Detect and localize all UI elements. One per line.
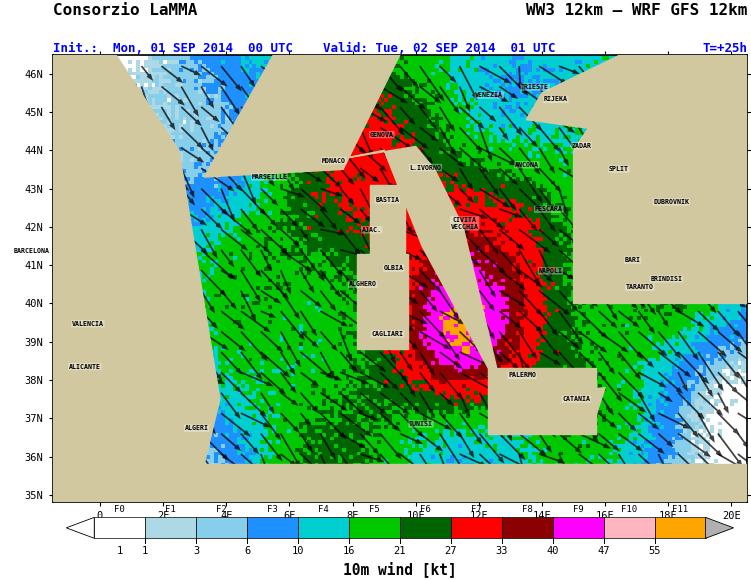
Text: F11: F11 [672,505,688,514]
Text: Consorzio LaMMA: Consorzio LaMMA [53,3,197,18]
Bar [502,517,553,538]
X-axis label: BEAUFORT SCALE: BEAUFORT SCALE [348,524,452,537]
Text: BARCELONA: BARCELONA [14,248,50,253]
Text: 21: 21 [394,546,406,556]
Text: BARI: BARI [625,257,641,263]
Polygon shape [53,55,220,464]
Polygon shape [526,55,747,150]
Text: 55: 55 [648,546,661,556]
Text: WW3 12km – WRF GFS 12km: WW3 12km – WRF GFS 12km [526,3,747,18]
Text: 10: 10 [292,546,304,556]
Text: F0: F0 [114,505,125,514]
Text: VENEZIA: VENEZIA [475,92,503,98]
Text: Init.:  Mon, 01 SEP 2014  00 UTC    Valid: Tue, 02 SEP 2014  01 UTC: Init.: Mon, 01 SEP 2014 00 UTC Valid: Tu… [53,42,555,55]
Text: ZADAR: ZADAR [572,143,591,148]
Text: BRINDISI: BRINDISI [650,276,683,282]
Text: RIJEKA: RIJEKA [544,96,568,102]
Text: TRIESTE: TRIESTE [521,84,549,90]
Polygon shape [488,368,596,433]
Text: TUNISI: TUNISI [409,421,433,427]
Bar [247,517,298,538]
Text: F8: F8 [522,505,532,514]
Text: F4: F4 [318,505,329,514]
Text: ALGERI: ALGERI [185,425,209,431]
Polygon shape [706,517,734,538]
Text: F6: F6 [420,505,431,514]
Text: 1: 1 [116,546,123,556]
Polygon shape [53,399,116,464]
Text: F2: F2 [216,505,227,514]
Polygon shape [346,146,605,426]
Text: ALGHERO: ALGHERO [348,281,377,287]
Text: F5: F5 [369,505,380,514]
Text: DUBROVNIK: DUBROVNIK [653,199,689,205]
Text: BASTIA: BASTIA [376,197,400,203]
Text: TARANTO: TARANTO [626,284,654,291]
Bar [349,517,400,538]
Text: 16: 16 [342,546,355,556]
Text: F10: F10 [621,505,637,514]
Text: ANCONA: ANCONA [515,162,539,168]
Text: VALENCIA: VALENCIA [72,321,104,327]
Text: F9: F9 [573,505,584,514]
Polygon shape [53,464,747,502]
Text: MARSEILLE: MARSEILLE [252,174,288,180]
Text: CAGLIARI: CAGLIARI [372,331,403,337]
Polygon shape [66,517,95,538]
Bar [655,517,706,538]
Text: 47: 47 [598,546,610,556]
Text: T=+25h: T=+25h [702,42,747,55]
Bar [553,517,604,538]
Text: 6: 6 [244,546,250,556]
Text: PESCARA: PESCARA [535,206,562,212]
Bar [196,517,247,538]
Text: PALERMO: PALERMO [508,372,536,378]
Text: GENOVA: GENOVA [370,132,394,137]
Text: F1: F1 [165,505,176,514]
Text: F7: F7 [471,505,481,514]
Text: CATANIA: CATANIA [562,396,590,402]
Text: 27: 27 [445,546,457,556]
Bar [604,517,655,538]
Text: F3: F3 [267,505,278,514]
Text: AJAC.: AJAC. [361,227,382,233]
Text: 10m wind [kt]: 10m wind [kt] [343,561,457,577]
Text: MONACO: MONACO [322,158,346,164]
Text: OLBIA: OLBIA [384,265,403,271]
Text: ALICANTE: ALICANTE [69,364,101,369]
Bar [400,517,451,538]
Bar [95,517,145,538]
Bar [298,517,349,538]
Bar [145,517,196,538]
Polygon shape [574,55,747,303]
Text: 33: 33 [496,546,508,556]
Text: 3: 3 [193,546,199,556]
Text: CIVITA
VECCHIA: CIVITA VECCHIA [451,217,478,230]
Text: SPLIT: SPLIT [609,166,629,172]
Polygon shape [370,184,405,253]
Text: 40: 40 [547,546,559,556]
Text: 1: 1 [142,546,148,556]
Text: NAPOLI: NAPOLI [538,268,562,274]
Bar [451,517,502,538]
Polygon shape [204,55,400,177]
Polygon shape [357,253,408,349]
Text: L.IVORNO: L.IVORNO [409,165,442,171]
